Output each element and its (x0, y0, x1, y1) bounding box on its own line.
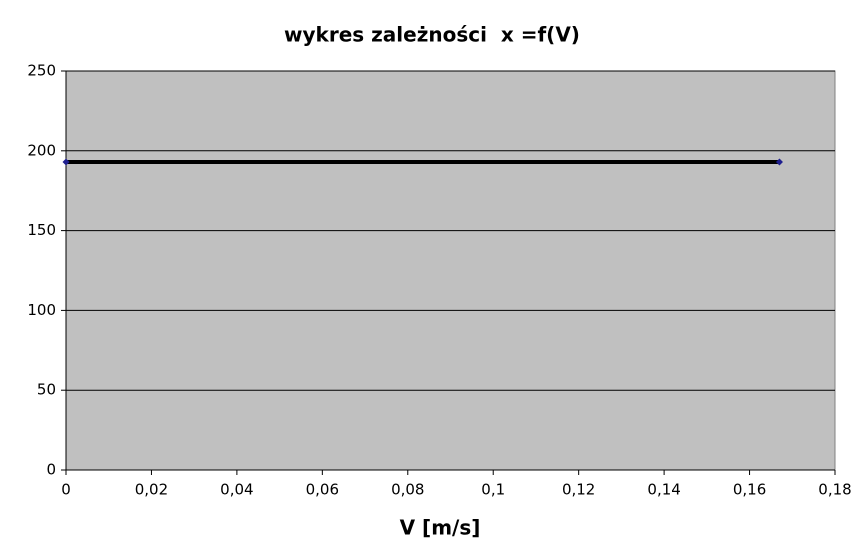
x-tick-label: 0,12 (562, 481, 595, 499)
x-tick-label: 0,16 (733, 481, 766, 499)
x-tick-label: 0,1 (481, 481, 505, 499)
y-tick-label: 50 (37, 381, 56, 399)
x-tick-label: 0,02 (135, 481, 168, 499)
data-point (775, 158, 783, 166)
x-tick-label: 0,04 (220, 481, 253, 499)
y-tick-label: 0 (46, 461, 56, 479)
x-axis-title: V [m/s] (400, 516, 481, 540)
x-tick-label: 0,18 (818, 481, 851, 499)
data-point (62, 158, 70, 166)
x-tick-label: 0 (61, 481, 71, 499)
y-tick-label: 100 (27, 301, 56, 319)
chart-title: wykres zależności x =f(V) (284, 23, 580, 47)
y-tick-label: 200 (27, 141, 56, 159)
y-tick-label: 150 (27, 221, 56, 239)
x-tick-label: 0,08 (391, 481, 424, 499)
x-tick-label: 0,14 (647, 481, 680, 499)
y-tick-label: 250 (27, 62, 56, 80)
plot-area (65, 70, 836, 471)
x-tick-label: 0,06 (306, 481, 339, 499)
